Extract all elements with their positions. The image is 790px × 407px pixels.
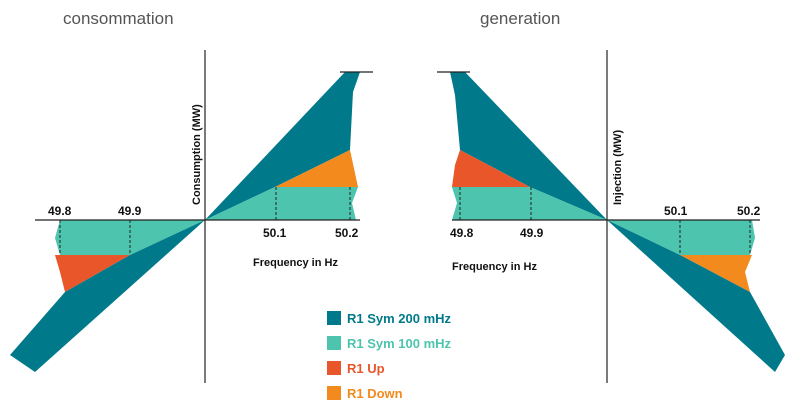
legend-swatch [327, 361, 341, 375]
tick-label: 49.8 [48, 204, 72, 218]
area [607, 220, 785, 372]
area [55, 255, 130, 292]
legend-label: R1 Up [347, 361, 385, 376]
area [452, 150, 530, 187]
area [205, 72, 360, 220]
y-axis-label: Injection (MW) [612, 130, 624, 205]
x-axis-label: Frequency in Hz [253, 257, 338, 269]
tick-label: 50.1 [263, 226, 287, 240]
tick-label: 49.8 [450, 226, 474, 240]
chart-title: consommation [63, 9, 174, 28]
legend-label: R1 Down [347, 386, 403, 401]
chart-title: generation [480, 9, 560, 28]
area [680, 255, 752, 292]
legend-swatch [327, 311, 341, 325]
area [450, 72, 607, 220]
tick-label: 50.2 [335, 226, 359, 240]
legend-label: R1 Sym 200 mHz [347, 311, 452, 326]
x-axis-label: Frequency in Hz [452, 261, 537, 273]
area [205, 187, 358, 220]
tick-label: 50.1 [664, 204, 688, 218]
legend-swatch [327, 386, 341, 400]
y-axis-label: Consumption (MW) [191, 104, 203, 205]
legend-label: R1 Sym 100 mHz [347, 336, 452, 351]
area [275, 150, 358, 187]
legend-swatch [327, 336, 341, 350]
tick-label: 49.9 [520, 226, 544, 240]
tick-label: 50.2 [737, 204, 761, 218]
area [10, 220, 205, 372]
tick-label: 49.9 [118, 204, 142, 218]
area [607, 220, 755, 255]
area [452, 187, 607, 220]
